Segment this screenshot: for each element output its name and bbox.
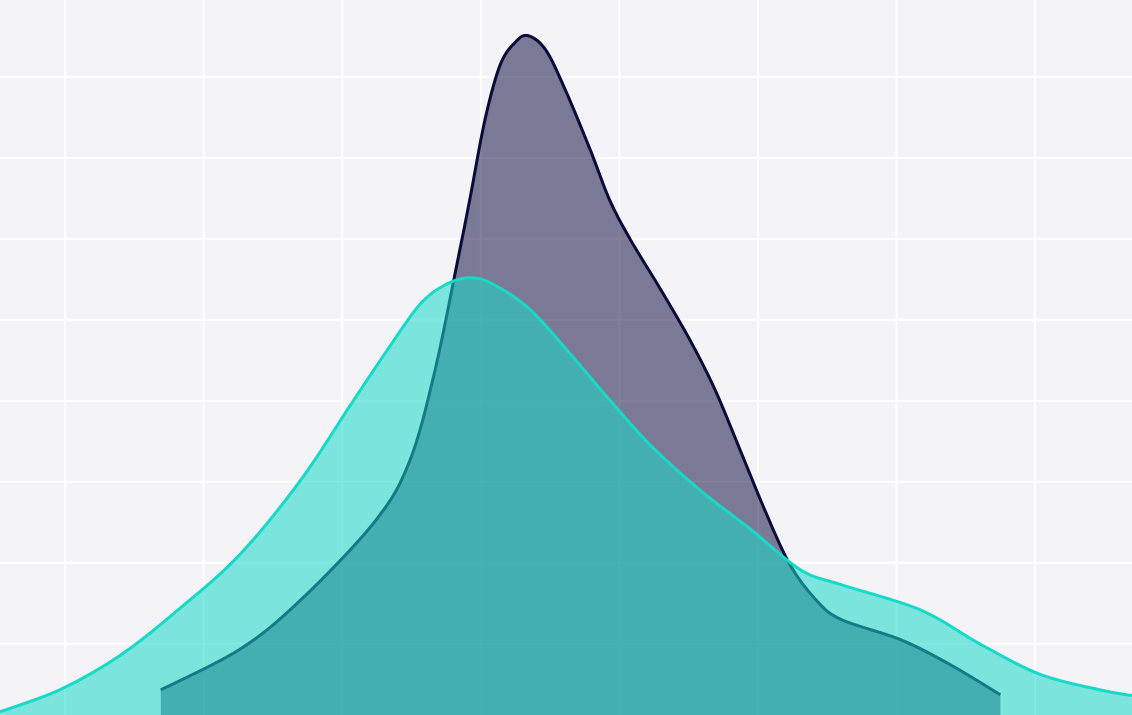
area-fill <box>0 277 1132 715</box>
area-line <box>0 276 1132 714</box>
